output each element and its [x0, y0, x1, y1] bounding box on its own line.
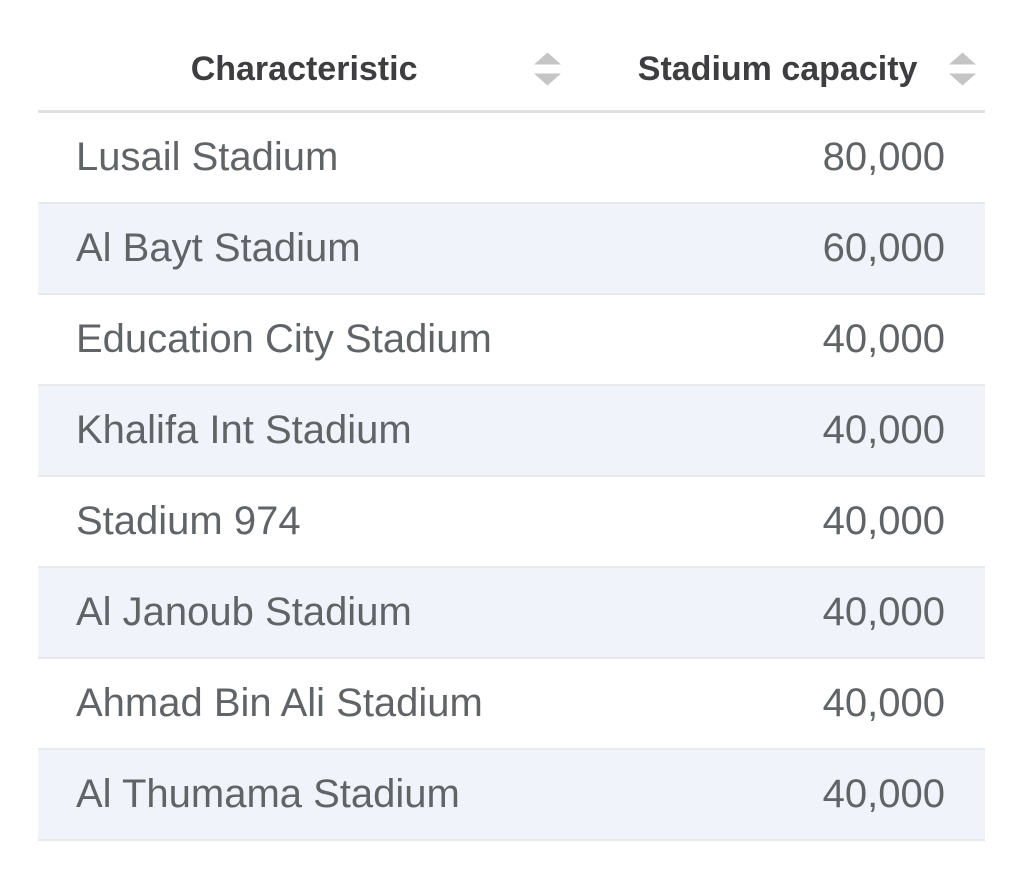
stadium-name-cell: Lusail Stadium	[76, 135, 339, 179]
table-row: Education City Stadium 40,000	[38, 295, 985, 386]
table-header-row: Characteristic Stadium capacity	[38, 0, 985, 113]
column-header-stadium-capacity-label: Stadium capacity	[637, 49, 918, 88]
column-header-characteristic[interactable]: Characteristic	[38, 28, 570, 110]
table-row: Lusail Stadium 80,000	[38, 113, 985, 204]
stadium-name-cell: Khalifa Int Stadium	[76, 408, 412, 452]
stadium-capacity-cell: 60,000	[822, 226, 945, 270]
sort-arrows-icon[interactable]	[948, 52, 976, 86]
table-row: Al Bayt Stadium 60,000	[38, 204, 985, 295]
table-row: Ahmad Bin Ali Stadium 40,000	[38, 659, 985, 750]
column-header-stadium-capacity[interactable]: Stadium capacity	[570, 28, 985, 110]
stadium-name-cell: Al Thumama Stadium	[76, 772, 460, 816]
stadium-capacity-cell: 40,000	[822, 408, 945, 452]
stadium-capacity-cell: 40,000	[822, 681, 945, 725]
table-row: Al Thumama Stadium 40,000	[38, 750, 985, 841]
stadium-capacity-cell: 80,000	[822, 135, 945, 179]
stadium-capacity-cell: 40,000	[822, 499, 945, 543]
table-row: Al Janoub Stadium 40,000	[38, 568, 985, 659]
stadium-capacity-cell: 40,000	[822, 590, 945, 634]
stadium-name-cell: Education City Stadium	[76, 317, 492, 361]
table-row: Khalifa Int Stadium 40,000	[38, 386, 985, 477]
stadium-name-cell: Ahmad Bin Ali Stadium	[76, 681, 483, 725]
stadium-capacity-table: Characteristic Stadium capacity	[38, 0, 985, 841]
stadium-capacity-cell: 40,000	[822, 317, 945, 361]
stadium-name-cell: Stadium 974	[76, 499, 301, 543]
sort-arrows-icon[interactable]	[534, 52, 562, 86]
table-row: Stadium 974 40,000	[38, 477, 985, 568]
stadium-capacity-cell: 40,000	[822, 772, 945, 816]
stadium-name-cell: Al Bayt Stadium	[76, 226, 361, 270]
column-header-characteristic-label: Characteristic	[190, 49, 418, 88]
table-body: Lusail Stadium 80,000 Al Bayt Stadium 60…	[38, 113, 985, 841]
stadium-name-cell: Al Janoub Stadium	[76, 590, 412, 634]
